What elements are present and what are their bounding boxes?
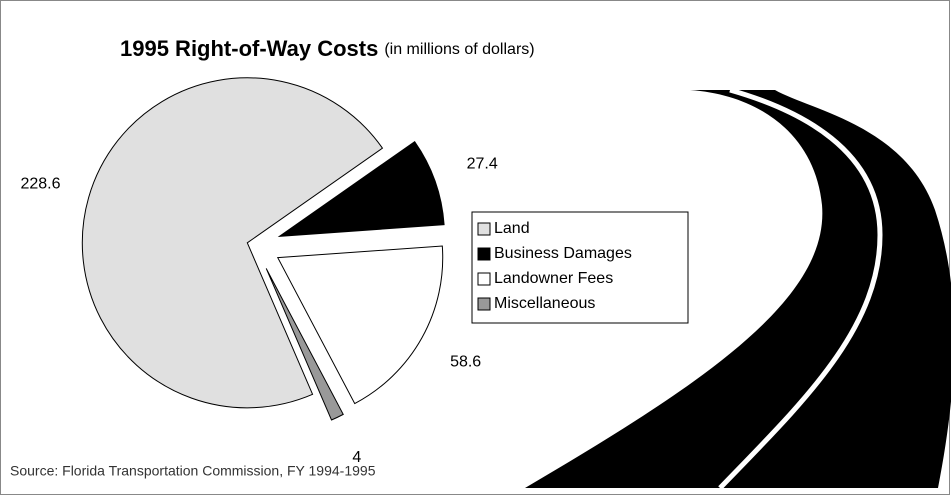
legend-label: Business Damages — [494, 245, 632, 262]
legend-swatch — [478, 298, 490, 310]
title: 1995 Right-of-Way Costs — [120, 36, 378, 61]
legend-label: Miscellaneous — [494, 295, 595, 312]
legend-swatch — [478, 223, 490, 235]
source-note: Source: Florida Transportation Commissio… — [10, 463, 376, 479]
chart: 1995 Right-of-Way Costs (in millions of d… — [0, 0, 951, 496]
data-label: 27.4 — [467, 156, 498, 173]
legend-swatch — [478, 273, 490, 285]
legend-label: Land — [494, 220, 530, 237]
data-label: 58.6 — [450, 353, 481, 370]
data-label: 228.6 — [20, 175, 60, 192]
legend-swatch — [478, 248, 490, 260]
legend-label: Landowner Fees — [494, 270, 613, 287]
data-label: 4 — [352, 449, 361, 466]
subtitle: (in millions of dollars) — [384, 41, 534, 58]
